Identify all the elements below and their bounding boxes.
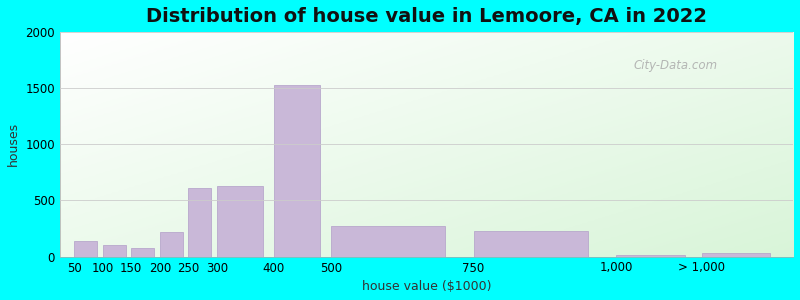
Bar xyxy=(274,85,319,256)
Bar xyxy=(74,241,97,256)
Bar xyxy=(616,255,685,256)
Title: Distribution of house value in Lemoore, CA in 2022: Distribution of house value in Lemoore, … xyxy=(146,7,707,26)
Y-axis label: houses: houses xyxy=(7,122,20,166)
Bar xyxy=(160,232,182,256)
Bar xyxy=(702,253,770,256)
Text: City-Data.com: City-Data.com xyxy=(634,59,718,72)
Bar xyxy=(131,248,154,256)
Bar xyxy=(217,186,262,256)
Bar xyxy=(474,231,588,256)
Bar xyxy=(188,188,211,256)
Bar xyxy=(102,245,126,256)
X-axis label: house value ($1000): house value ($1000) xyxy=(362,280,491,293)
Bar xyxy=(331,226,445,256)
